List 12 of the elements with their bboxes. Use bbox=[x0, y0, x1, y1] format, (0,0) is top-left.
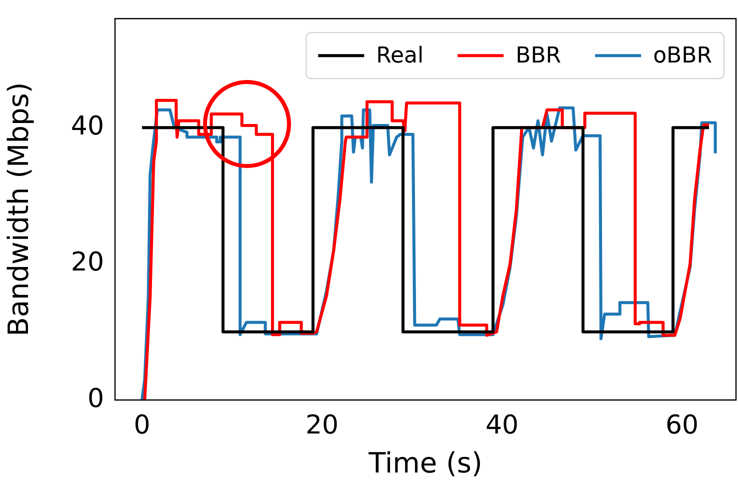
legend-label: Real bbox=[376, 43, 424, 68]
x-axis-title: Time (s) bbox=[368, 446, 482, 480]
x-tick-label: 40 bbox=[485, 410, 519, 440]
x-tick-label: 60 bbox=[665, 410, 699, 440]
y-tick-label: 0 bbox=[87, 384, 104, 414]
y-tick-label: 20 bbox=[70, 248, 104, 278]
y-axis-title: Bandwidth (Mbps) bbox=[2, 82, 36, 336]
legend-label: BBR bbox=[516, 43, 562, 68]
legend-label: oBBR bbox=[653, 43, 712, 68]
y-tick-label: 40 bbox=[70, 111, 104, 142]
x-tick-label: 20 bbox=[305, 410, 339, 440]
x-tick-label: 0 bbox=[134, 410, 150, 440]
